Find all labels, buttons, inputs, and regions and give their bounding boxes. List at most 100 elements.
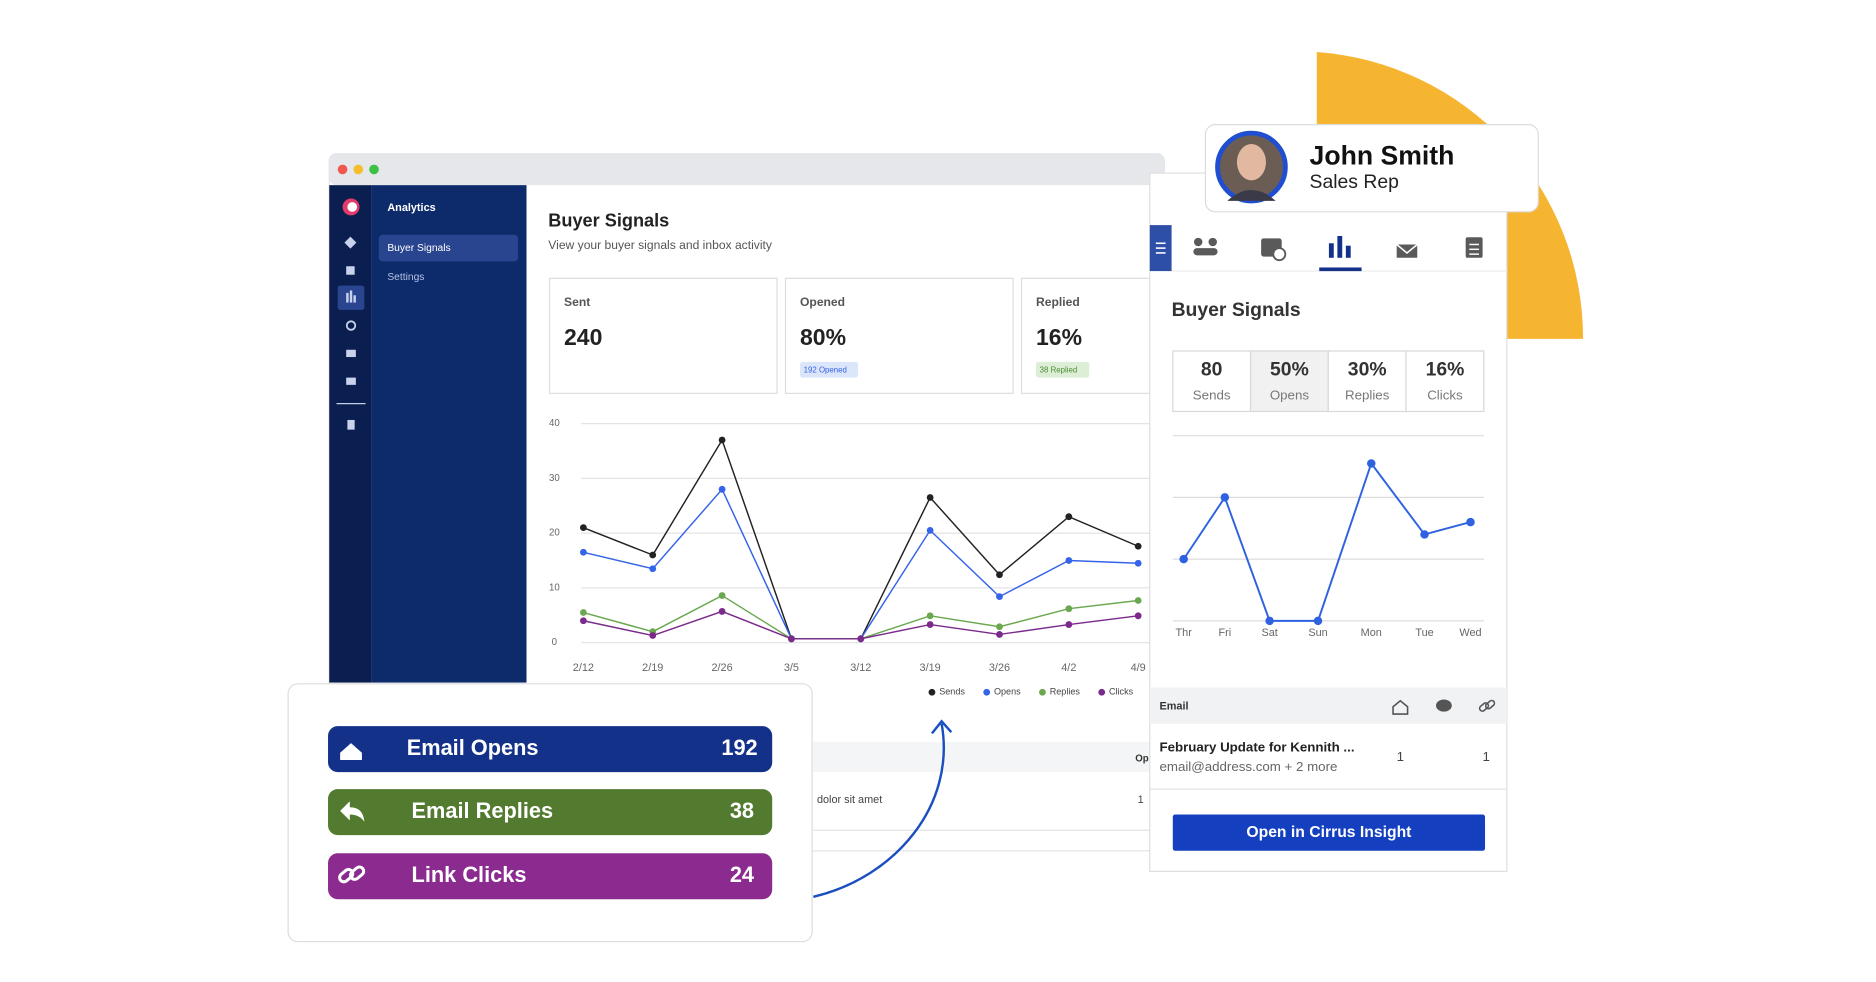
- calendar-tab[interactable]: [1261, 238, 1287, 262]
- email-count: 1: [1397, 749, 1404, 764]
- close-dot[interactable]: [337, 164, 348, 175]
- minimize-dot[interactable]: [353, 164, 364, 175]
- data-point: [926, 526, 934, 534]
- signals-tab[interactable]: [1328, 235, 1351, 258]
- x-tick-label: Sun: [1308, 627, 1327, 639]
- nav-item-selected[interactable]: [378, 234, 519, 262]
- table-cell: 1: [1138, 794, 1144, 806]
- card-badge-text: 192 Opened: [804, 365, 847, 374]
- email-recipients: email@address.com + 2 more: [1159, 759, 1337, 774]
- data-point: [1367, 459, 1376, 468]
- email-opens-pill: [328, 726, 773, 773]
- x-tick-label: 2/12: [573, 662, 594, 674]
- data-point: [718, 485, 726, 493]
- nav-sidebar: [371, 185, 527, 683]
- menu-icon: [1155, 242, 1166, 254]
- data-point: [1134, 559, 1142, 567]
- maximize-dot[interactable]: [369, 164, 379, 175]
- profile-card: John Smith Sales Rep: [1204, 124, 1539, 213]
- rail-icon[interactable]: [345, 320, 357, 331]
- card-value: 80%: [800, 324, 846, 350]
- metric-cards: Sent 240 Opened 80% 192 Opened Replied 1…: [548, 277, 1168, 394]
- x-tick-label: 3/5: [784, 662, 799, 674]
- card-badge: [1036, 361, 1090, 378]
- table-cell: dolor sit amet: [817, 794, 882, 806]
- panel-chart: Thr Fri Sat Sun Mon Tue Wed: [1172, 435, 1484, 639]
- data-point: [996, 631, 1003, 638]
- email-subject[interactable]: February Update for Kennith ...: [1159, 739, 1354, 754]
- table-header: Op: [1135, 753, 1149, 764]
- x-tick-label: Thr: [1176, 627, 1193, 639]
- card-badge: [800, 361, 859, 378]
- rail-icon[interactable]: [344, 236, 357, 249]
- clicks-column-icon: [1478, 699, 1496, 712]
- data-point: [718, 608, 726, 615]
- profile-name: John Smith: [1310, 140, 1455, 170]
- data-point: [580, 617, 587, 625]
- legend-label: Clicks: [1109, 687, 1134, 697]
- data-point: [649, 565, 657, 573]
- rail-icon[interactable]: [346, 349, 356, 358]
- legend-label: Sends: [939, 687, 965, 697]
- legend-swatch: [983, 688, 991, 696]
- rail-divider: [336, 403, 366, 405]
- data-point: [996, 623, 1003, 631]
- browser-window: Analytics Buyer Signals Settings Buyer S…: [328, 153, 1168, 852]
- open-button-label[interactable]: Open in Cirrus Insight: [1246, 824, 1412, 841]
- pill-count: 38: [730, 798, 754, 823]
- data-point: [996, 593, 1003, 601]
- x-tick-label: Fri: [1218, 627, 1231, 639]
- active-tab-underline: [1319, 267, 1362, 272]
- contacts-tab[interactable]: [1193, 237, 1218, 256]
- data-point: [926, 494, 934, 501]
- y-tick-label: 10: [549, 582, 560, 593]
- stat-label: Replies: [1345, 387, 1390, 402]
- nav-item[interactable]: Settings: [387, 272, 424, 283]
- data-point: [1065, 557, 1073, 564]
- x-tick-label: Tue: [1415, 627, 1433, 639]
- email-count: 1: [1483, 749, 1490, 764]
- stat-value: 16%: [1426, 358, 1465, 380]
- stat-value: 80: [1201, 358, 1223, 380]
- x-tick-label: 4/9: [1131, 662, 1146, 674]
- open-button[interactable]: [1172, 814, 1486, 851]
- data-point: [1065, 621, 1073, 628]
- data-point: [857, 635, 865, 643]
- rail-icon[interactable]: [347, 419, 355, 430]
- open-envelope-icon: [340, 743, 362, 761]
- x-tick-label: 4/2: [1061, 662, 1076, 674]
- x-tick-label: Mon: [1361, 627, 1382, 639]
- data-point: [1134, 612, 1142, 620]
- data-point: [649, 632, 657, 639]
- x-tick-label: 2/19: [642, 662, 663, 674]
- data-point: [718, 592, 726, 599]
- pill-count: 192: [721, 735, 757, 760]
- pill-label: Email Opens: [407, 735, 539, 760]
- rail-icons: [336, 236, 366, 430]
- tab-icons: [1193, 235, 1483, 272]
- card-badge-text: 38 Replied: [1040, 365, 1078, 374]
- tasks-tab[interactable]: [1465, 237, 1483, 258]
- stat-cell: [1327, 350, 1407, 413]
- nav-title: Analytics: [387, 202, 435, 214]
- legend-swatch: [928, 688, 936, 696]
- rail-icon[interactable]: [346, 377, 356, 385]
- mail-tab[interactable]: [1396, 243, 1418, 258]
- nav-item[interactable]: Buyer Signals: [387, 243, 450, 254]
- panel-stats: 80 Sends 50% Opens 30% Replies 16% Clicks: [1172, 350, 1485, 413]
- link-clicks-pill: [328, 853, 773, 900]
- data-point: [1220, 493, 1230, 502]
- data-point: [580, 609, 587, 616]
- data-point: [926, 621, 934, 628]
- card-value: 16%: [1036, 324, 1082, 350]
- table-header-row: [813, 741, 1165, 773]
- x-tick-label: 2/26: [712, 662, 733, 674]
- x-tick-label: Wed: [1459, 627, 1481, 639]
- rail-icon[interactable]: [346, 266, 355, 275]
- card-label: Sent: [564, 295, 590, 309]
- y-tick-label: 0: [552, 637, 557, 648]
- legend-swatch: [1098, 688, 1106, 696]
- rail-icon: [353, 295, 356, 303]
- data-point: [1134, 542, 1142, 550]
